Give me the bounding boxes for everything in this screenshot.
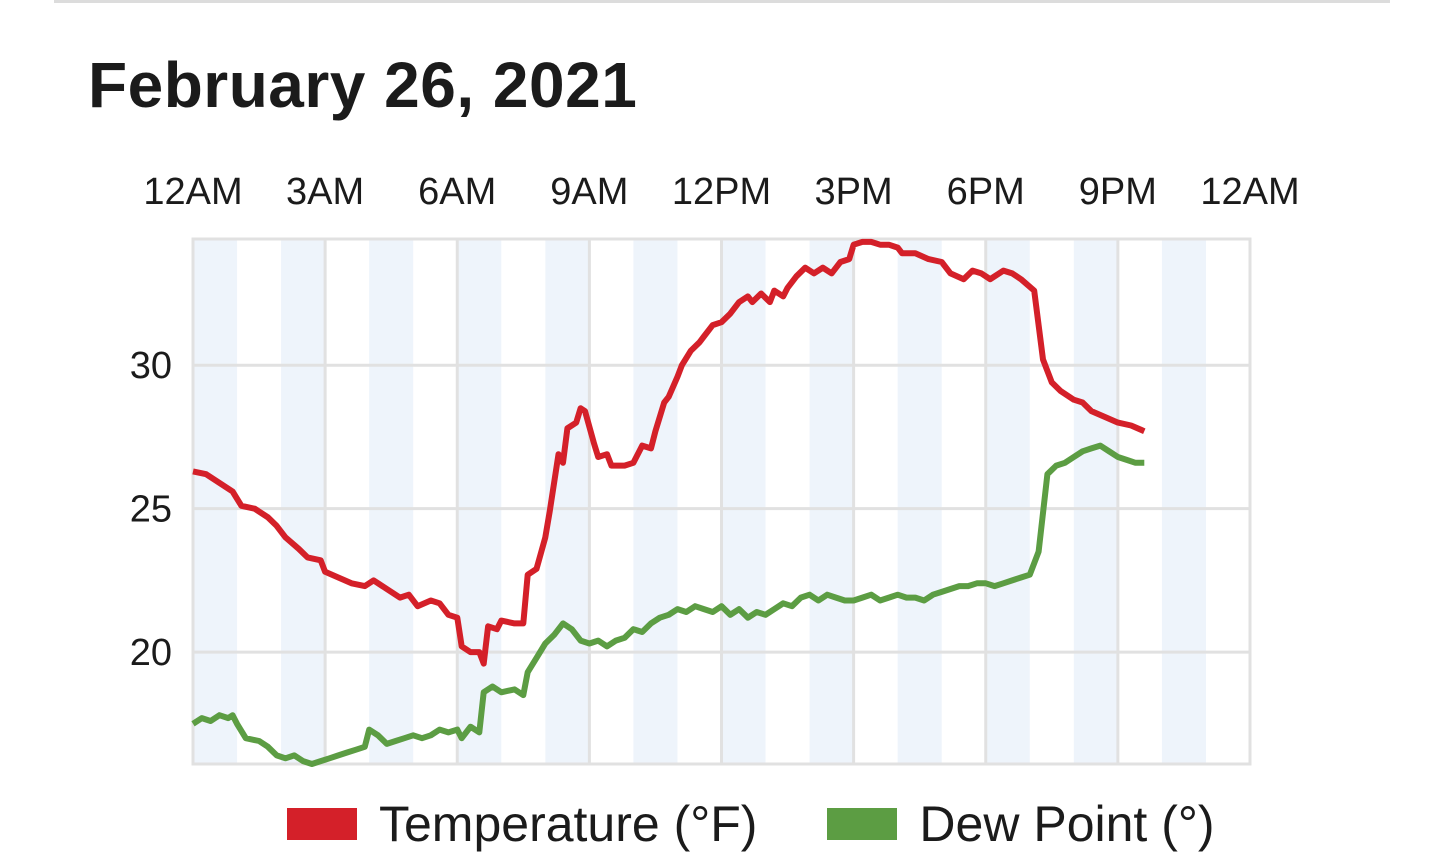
x-tick-label: 3PM <box>815 171 893 213</box>
y-tick-label: 20 <box>130 632 172 674</box>
legend-item-dew-point: Dew Point (°) <box>827 795 1215 853</box>
hour-band <box>1073 239 1118 764</box>
legend-item-temperature: Temperature (°F) <box>287 795 757 853</box>
hour-band <box>633 239 678 764</box>
x-tick-label: 3AM <box>286 171 364 213</box>
legend-swatch-dew-point <box>827 808 898 840</box>
plot-border <box>191 237 1252 766</box>
x-tick-label: 12AM <box>143 171 242 213</box>
x-tick-label: 12AM <box>1200 171 1299 213</box>
x-tick-label: 9AM <box>550 171 628 213</box>
x-tick-label: 6AM <box>418 171 496 213</box>
x-tick-label: 6PM <box>947 171 1025 213</box>
hour-band <box>897 239 942 764</box>
legend-label-dew-point: Dew Point (°) <box>919 796 1215 852</box>
hour-band <box>1161 239 1206 764</box>
hour-band <box>721 239 766 764</box>
hour-band <box>985 239 1030 764</box>
legend-label-temperature: Temperature (°F) <box>379 796 758 852</box>
y-tick-label: 25 <box>130 489 172 531</box>
x-tick-label: 9PM <box>1079 171 1157 213</box>
weather-chart: 12AM 3AM 6AM 9AM 12PM 3PM 6PM 9PM 12AM 20 25 30 <box>130 171 1300 767</box>
legend-swatch-temperature <box>287 808 357 840</box>
hour-band <box>281 239 326 764</box>
hour-band <box>193 239 238 764</box>
y-tick-label: 30 <box>130 345 172 387</box>
page-title: February 26, 2021 <box>88 49 638 121</box>
hour-band <box>457 239 502 764</box>
x-tick-label: 12PM <box>672 171 771 213</box>
chart-legend: Temperature (°F) Dew Point (°) <box>287 795 1285 853</box>
dew-point-line <box>191 442 1145 767</box>
hour-band <box>369 239 414 764</box>
temperature-line <box>192 238 1146 667</box>
hour-band <box>809 239 854 764</box>
top-divider <box>54 0 1390 3</box>
